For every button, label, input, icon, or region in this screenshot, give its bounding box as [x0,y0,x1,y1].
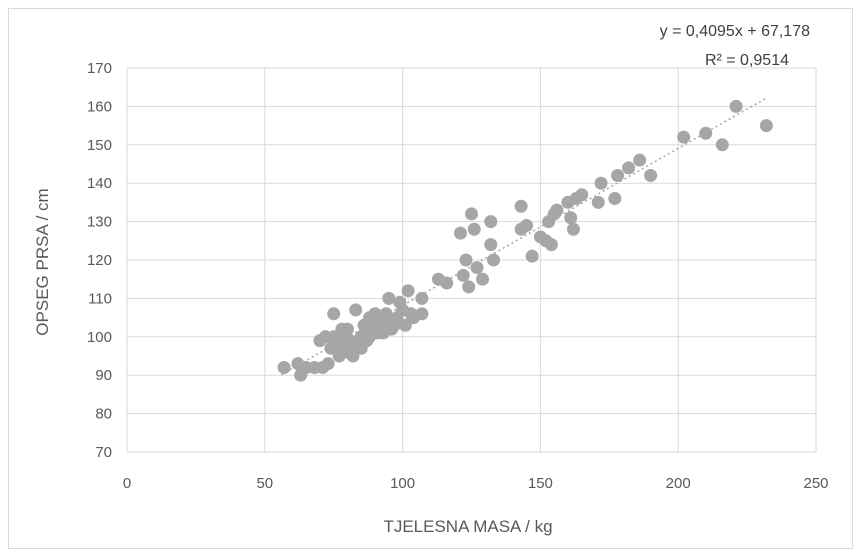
gridlines [126,67,817,453]
y-tick-label: 160 [87,98,112,115]
x-tick-labels: 0 50 100 150 200 250 [123,475,829,492]
data-point [520,218,534,232]
data-point [440,276,454,290]
data-point [349,303,363,317]
x-tick-label: 50 [256,475,273,492]
data-point [382,291,396,305]
data-point [715,138,729,152]
y-tick-label: 140 [87,175,112,192]
x-tick-label: 100 [390,475,415,492]
data-point [462,280,476,294]
y-axis-title: OPSEG PRSA / cm [33,188,52,335]
data-point [398,318,412,332]
data-point [327,307,341,321]
data-points [277,99,773,382]
y-tick-label: 70 [95,444,112,461]
y-tick-label: 110 [88,290,112,307]
y-tick-label: 100 [87,329,112,346]
data-point [575,188,589,202]
data-point [487,253,501,267]
data-point [484,215,498,229]
y-tick-label: 80 [95,406,112,423]
data-point [321,357,335,371]
x-tick-label: 0 [123,475,131,492]
x-tick-label: 250 [803,475,828,492]
data-point [453,226,467,240]
data-point [459,253,473,267]
data-point [415,291,429,305]
y-tick-label: 150 [87,137,112,154]
data-point [699,126,713,140]
data-point [566,222,580,236]
r-squared-label: R² = 0,9514 [705,52,789,69]
data-point [633,153,647,167]
data-point [544,238,558,252]
x-tick-label: 150 [528,475,553,492]
data-point [759,119,773,133]
data-point [550,203,564,217]
data-point [340,322,354,336]
data-point [401,284,415,298]
y-tick-label: 120 [87,252,112,269]
data-point [476,272,490,286]
data-point [591,195,605,209]
data-point [611,169,625,183]
data-point [729,99,743,113]
data-point [470,261,484,275]
data-point [514,199,528,213]
data-point [346,349,360,363]
data-point [564,211,578,225]
data-point [594,176,608,190]
data-point [456,268,470,282]
x-axis-title: TJELESNA MASA / kg [383,517,552,536]
data-point [484,238,498,252]
y-tick-label: 90 [95,367,112,384]
y-tick-label: 130 [87,214,112,231]
data-point [415,307,429,321]
data-point [677,130,691,144]
data-point [525,249,539,263]
data-point [608,192,622,206]
data-point [465,207,478,221]
data-point [644,169,658,183]
trendline [280,97,767,376]
chart-frame [8,8,853,549]
y-tick-labels: 70 80 90 100 110 120 130 140 150 160 170 [87,60,112,461]
data-point [622,161,636,175]
data-point [467,222,481,236]
x-tick-label: 200 [666,475,691,492]
data-point [277,361,291,375]
y-tick-label: 170 [87,60,112,77]
trendline-equation: y = 0,4095x + 67,178 [660,23,810,40]
